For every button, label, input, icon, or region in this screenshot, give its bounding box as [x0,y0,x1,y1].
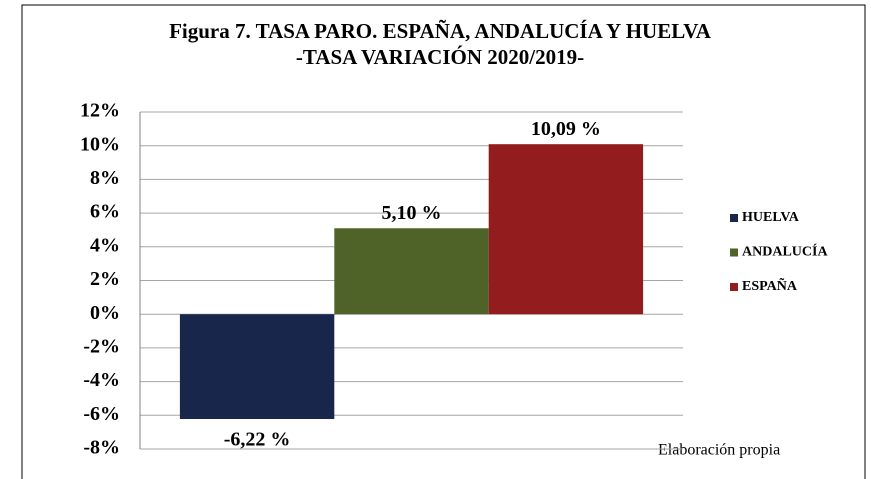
chart-title: Figura 7. TASA PARO. ESPAÑA, ANDALUCÍA Y… [169,19,712,43]
y-tick-label: 2% [90,268,120,290]
chart-subtitle: -TASA VARIACIÓN 2020/2019- [296,45,584,69]
y-tick-label: -8% [83,437,120,459]
value-label: -6,22 % [224,429,291,451]
bar [488,144,644,315]
y-tick-label: 10% [80,133,120,155]
legend-swatch [730,248,738,257]
legend-swatch [730,214,738,222]
legend-label: ANDALUCÍA [742,243,828,260]
annotation: Elaboración propia [658,442,780,459]
y-tick-label: 8% [90,167,120,189]
legend-swatch [730,283,738,291]
y-tick-label: -6% [83,403,120,425]
y-tick-label: 0% [90,302,120,324]
y-tick-label: -2% [83,335,120,357]
value-label: 10,09 % [531,118,601,140]
y-tick-label: 6% [90,201,120,223]
y-tick-label: 4% [90,234,120,256]
y-tick-label: -4% [83,369,120,391]
legend-label: ESPAÑA [742,276,798,294]
bar [334,228,489,315]
legend-label: HUELVA [742,210,800,225]
bar [179,314,335,420]
y-tick-label: 12% [80,100,120,122]
value-label: 5,10 % [382,202,442,224]
